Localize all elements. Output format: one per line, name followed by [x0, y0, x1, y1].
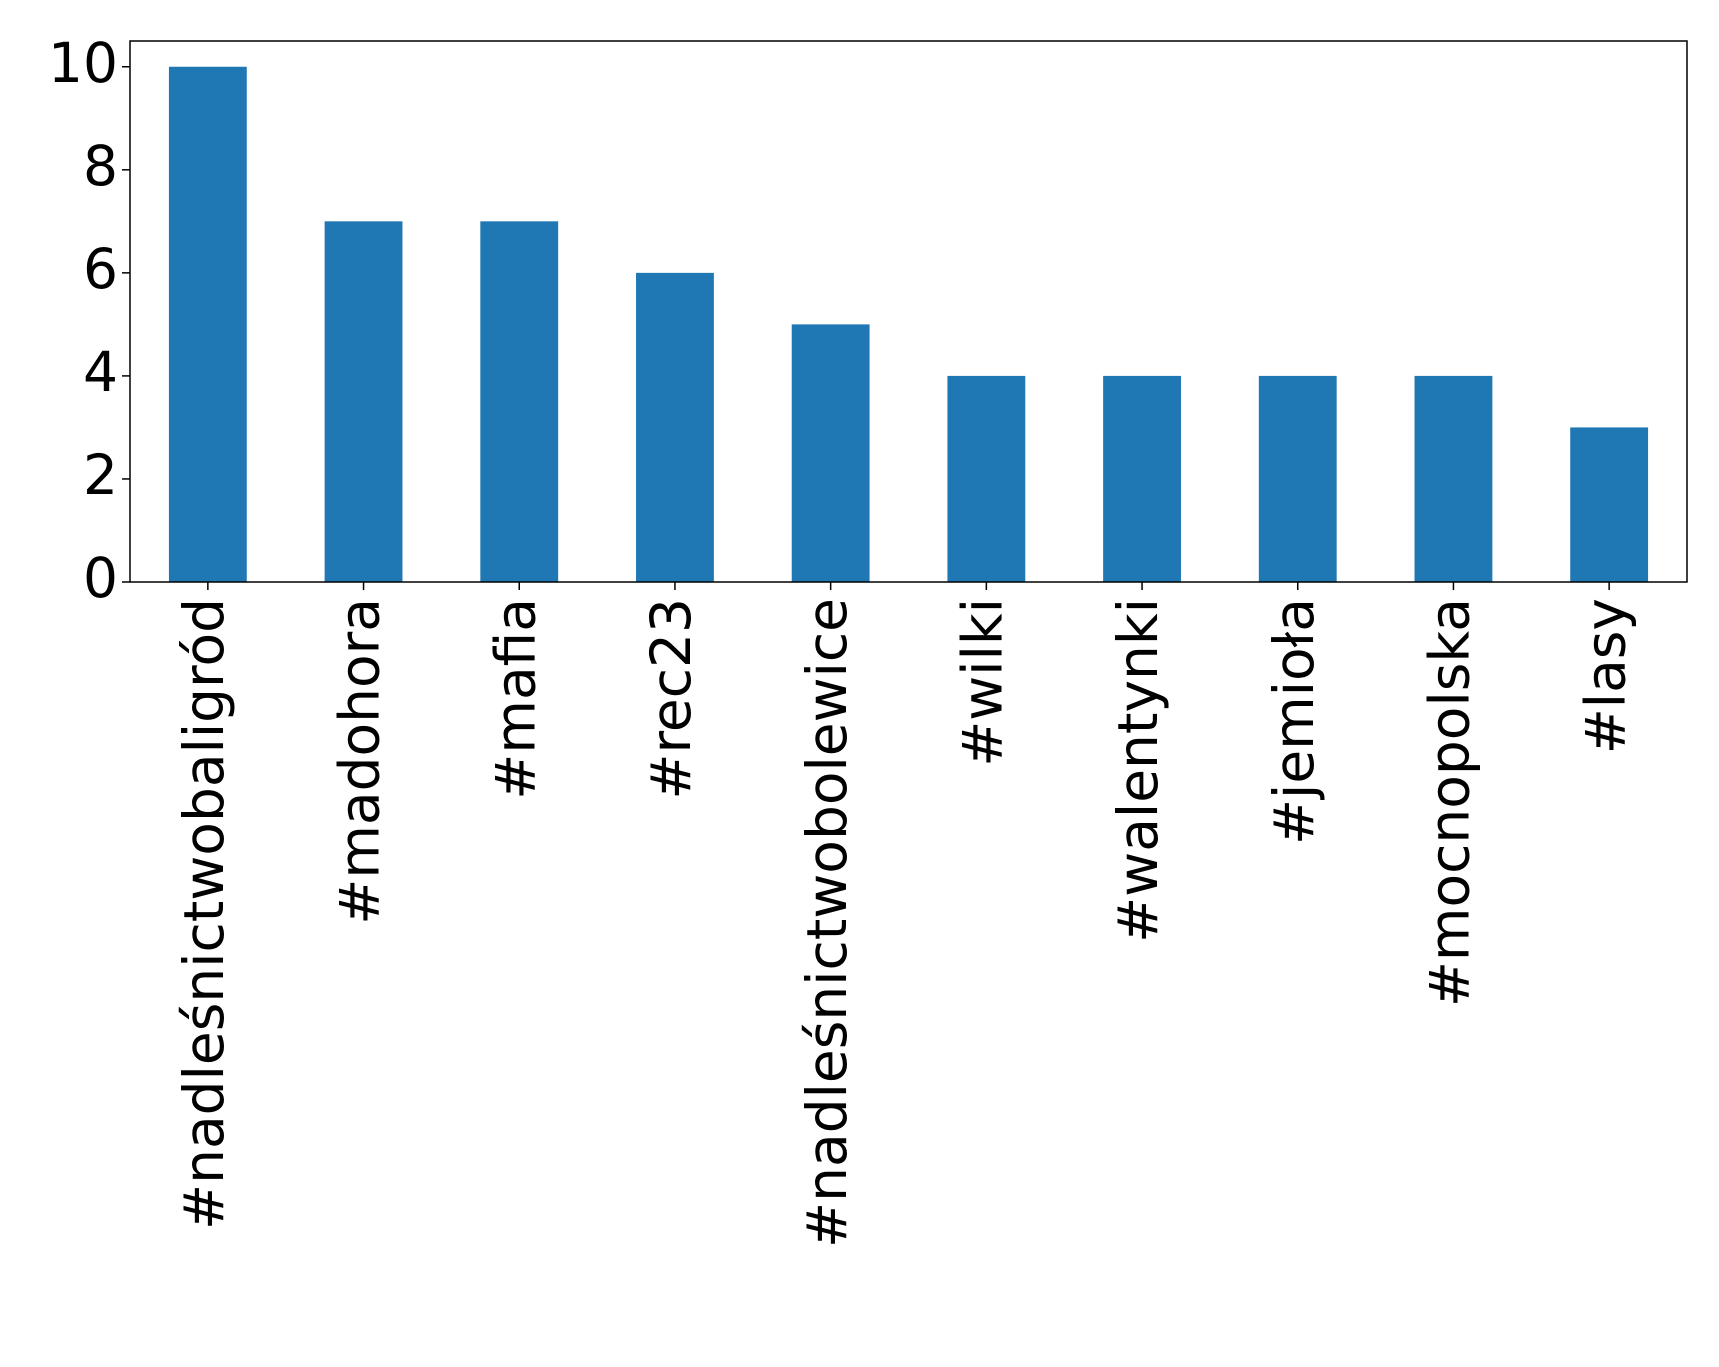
x-tick-label: #rec23 [639, 598, 703, 800]
y-tick-label: 0 [83, 546, 118, 610]
bar [1570, 427, 1649, 582]
x-tick-label: #nadleśnictwobolewice [795, 598, 859, 1248]
x-tick-label: #lasy [1573, 598, 1637, 754]
x-tick-label: #jemioła [1262, 598, 1326, 845]
bar [947, 375, 1026, 582]
x-tick-label: #nadleśnictwobaligród [172, 598, 236, 1230]
bar [324, 221, 403, 583]
y-tick-label: 4 [83, 340, 118, 404]
bar [1258, 375, 1337, 582]
x-tick-label: #mocnopolska [1418, 598, 1482, 1007]
bar [1103, 375, 1181, 582]
x-tick-label: #mafia [483, 598, 547, 800]
bar [791, 324, 870, 582]
bar [636, 272, 714, 582]
y-tick-label: 6 [83, 237, 118, 301]
bar [480, 221, 559, 583]
y-tick-label: 8 [83, 134, 118, 198]
bar [1414, 375, 1493, 582]
bar [168, 66, 247, 582]
y-tick-label: 10 [48, 31, 118, 95]
x-tick-label: #wilki [950, 598, 1014, 767]
plot-frame [129, 40, 1688, 583]
x-tick-label: #walentynki [1106, 598, 1170, 943]
x-tick-label: #madohora [328, 598, 392, 925]
y-tick-label: 2 [83, 443, 118, 507]
